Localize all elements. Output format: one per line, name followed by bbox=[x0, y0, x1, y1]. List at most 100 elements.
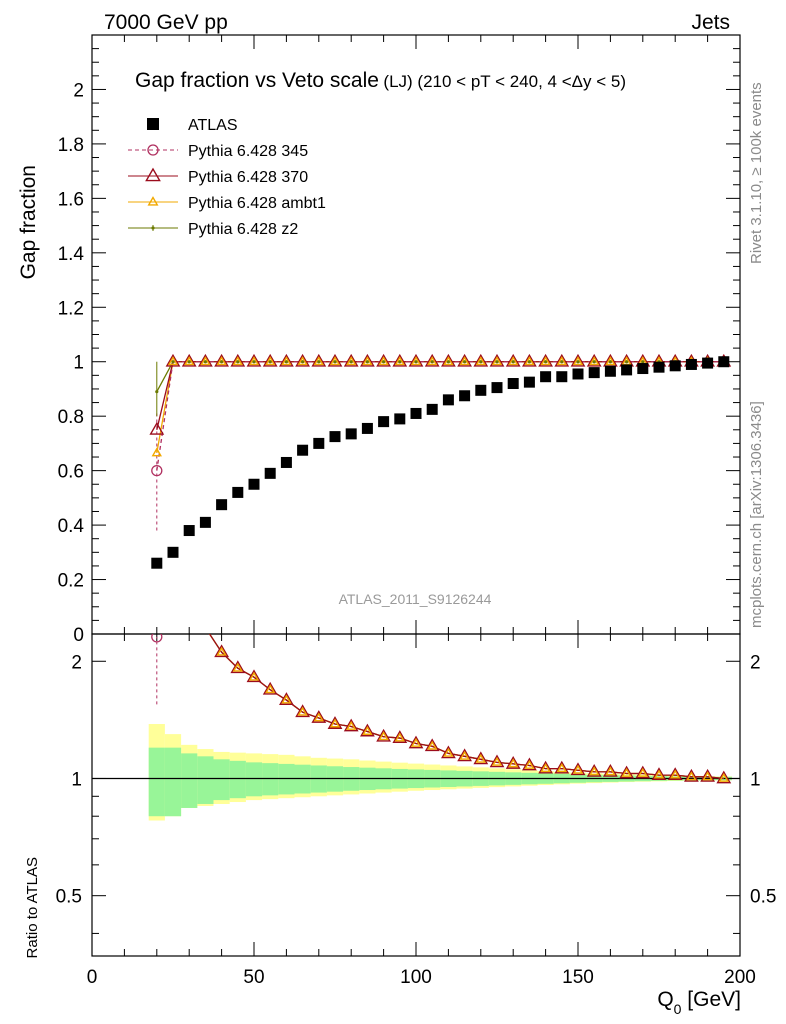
main-panel: 0.2 0.4 0.6 0.8 1 1.2 1.4 1.6 1.8 2 0 bbox=[58, 34, 741, 646]
ratio-ambt1-point bbox=[718, 772, 730, 782]
legend-z2-marker bbox=[151, 226, 155, 230]
atlas-point bbox=[410, 407, 422, 419]
ambt1-point bbox=[216, 356, 227, 366]
ratio-p370-point bbox=[700, 768, 715, 782]
mcplots-label: mcplots.cern.ch [arXiv:1306.3436] bbox=[748, 401, 765, 628]
ratio-p345-point bbox=[151, 634, 163, 643]
atlas-point bbox=[394, 413, 406, 425]
ambt1-point bbox=[248, 356, 260, 366]
band-inner-bin bbox=[181, 753, 198, 808]
z2-point bbox=[625, 360, 629, 364]
ratio-p370-point bbox=[262, 681, 278, 695]
energy-label: 7000 GeV pp bbox=[104, 11, 228, 34]
xlabel-subscript: 0 bbox=[674, 1001, 682, 1017]
ambt1-point bbox=[507, 356, 519, 366]
atlas-point bbox=[459, 390, 471, 402]
p370-point bbox=[505, 353, 521, 367]
main-ytick-label: 0.8 bbox=[58, 407, 84, 428]
legend-ambt1-marker bbox=[147, 196, 159, 206]
ratio-xtick-label: 150 bbox=[562, 967, 594, 988]
p370-point bbox=[360, 353, 375, 367]
ratio-xlabel: Q0 [GeV] bbox=[657, 988, 741, 1017]
ambt1-point bbox=[329, 356, 341, 366]
ambt1-point bbox=[378, 356, 389, 366]
ratio-ambt1-point bbox=[281, 694, 292, 704]
atlas-point bbox=[491, 382, 503, 394]
main-ytick-label: 2 bbox=[73, 80, 84, 101]
main-ytick-label: 1.6 bbox=[58, 189, 84, 210]
ratio-ambt1-point bbox=[475, 753, 487, 763]
atlas-point bbox=[313, 437, 325, 449]
ratio-ambt1-point bbox=[329, 718, 341, 728]
ratio-p370-point bbox=[279, 692, 294, 705]
ambt1-point bbox=[167, 356, 179, 366]
analysis-label: ATLAS_2011_S9126244 bbox=[339, 591, 492, 607]
ratio-p370-point bbox=[716, 770, 732, 784]
ratio-ambt1-point bbox=[669, 769, 681, 779]
z2-point bbox=[382, 360, 386, 364]
z2-point bbox=[203, 360, 207, 364]
z2-point bbox=[641, 360, 645, 364]
ratio-p370-point bbox=[570, 762, 586, 776]
ratio-p370-point bbox=[473, 751, 489, 765]
ambt1-point bbox=[183, 356, 195, 366]
main-ytick-label: 0.6 bbox=[58, 462, 84, 483]
ratio-p370-point bbox=[457, 748, 472, 762]
atlas-point bbox=[199, 516, 211, 528]
p370-point bbox=[408, 353, 424, 367]
band-inner-bin bbox=[245, 762, 263, 797]
p370-point bbox=[311, 353, 327, 367]
atlas-point bbox=[297, 444, 309, 456]
rivet-label: Rivet 3.1.10, ≥ 100k events bbox=[748, 82, 765, 264]
band-inner-bin bbox=[229, 760, 246, 799]
atlas-point bbox=[621, 364, 633, 376]
ambt1-point bbox=[459, 356, 470, 366]
ratio-p370-point bbox=[554, 760, 570, 774]
atlas-point bbox=[475, 384, 487, 396]
plot-title: Gap fraction vs Veto scale (LJ) (210 < p… bbox=[135, 69, 626, 92]
legend-atlas-marker bbox=[147, 118, 159, 130]
ratio-ytick-label: 0.5 bbox=[56, 887, 82, 908]
ratio-ambt1-point bbox=[185, 611, 193, 618]
main-ytick-label: 1.4 bbox=[58, 244, 85, 265]
ratio-ambt1-point bbox=[653, 769, 665, 779]
ratio-xtick-label: 50 bbox=[243, 967, 264, 988]
ratio-p370-point bbox=[327, 716, 343, 729]
ratio-p370-point bbox=[441, 745, 456, 759]
p370-point bbox=[230, 353, 246, 367]
ratio-ambt1-point bbox=[507, 758, 519, 768]
z2-point bbox=[220, 360, 224, 364]
ratio-p370-point bbox=[246, 669, 262, 683]
ratio-ambt1-point bbox=[201, 623, 209, 630]
ratio-p370-point bbox=[311, 710, 327, 723]
ambt1-point bbox=[556, 356, 568, 366]
ratio-ytick-label-right: 0.5 bbox=[750, 887, 776, 908]
atlas-point bbox=[183, 525, 195, 537]
z2-point bbox=[317, 360, 321, 364]
ratio-xtick-label: 0 bbox=[87, 967, 98, 988]
ambt1-point bbox=[200, 356, 211, 366]
main-ytick-label-zero: 0 bbox=[73, 625, 84, 646]
p370-point bbox=[570, 353, 586, 367]
z2-point bbox=[171, 360, 175, 364]
atlas-point bbox=[702, 357, 714, 369]
ambt1-point bbox=[475, 356, 487, 366]
z2-point bbox=[398, 360, 402, 364]
ratio-p370-point bbox=[214, 644, 229, 658]
main-ytick-label: 1 bbox=[73, 353, 84, 374]
ratio-ambt1-point bbox=[378, 731, 389, 741]
p370-point bbox=[149, 421, 165, 435]
p345-line bbox=[156, 361, 724, 471]
atlas-point bbox=[588, 367, 600, 379]
ratio-ambt1-point bbox=[459, 750, 470, 760]
ratio-p370-point bbox=[392, 730, 408, 743]
ratio-p370-point bbox=[684, 768, 699, 782]
z2-point bbox=[333, 360, 337, 364]
atlas-point bbox=[232, 486, 244, 498]
z2-point bbox=[301, 360, 305, 364]
ratio-p370-point bbox=[230, 660, 246, 674]
z2-point bbox=[252, 360, 256, 364]
legend-label: Pythia 6.428 345 bbox=[188, 143, 308, 160]
band-inner-bin bbox=[262, 763, 279, 796]
